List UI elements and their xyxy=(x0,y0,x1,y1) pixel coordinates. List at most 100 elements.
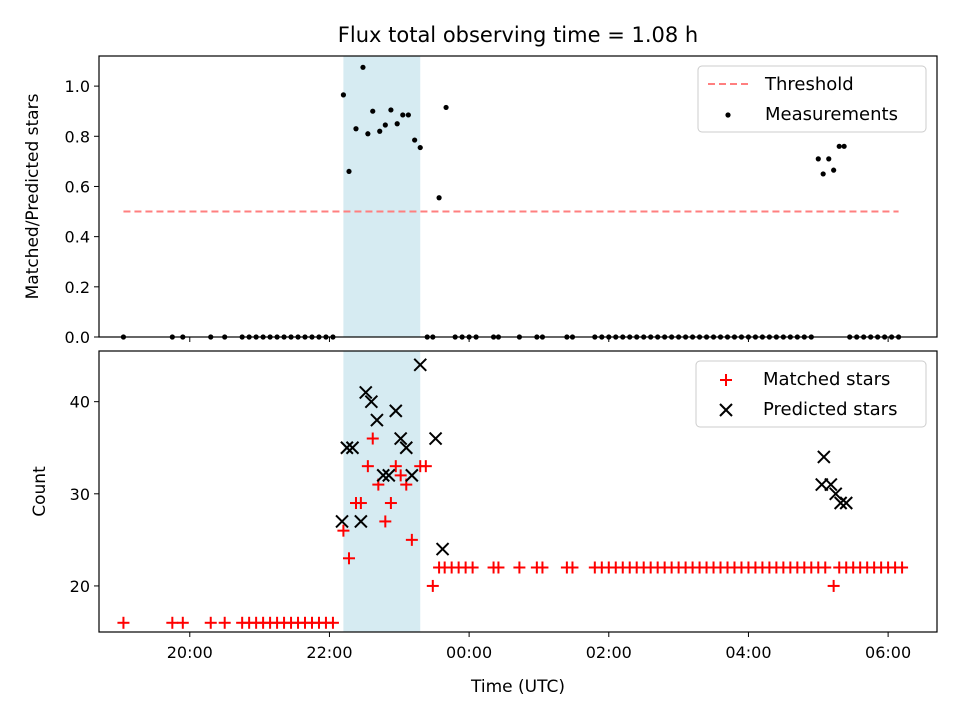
measurement-point xyxy=(365,131,371,137)
bottom-panel: 20 30 40 20:00 22:00 00:00 02:00 04:00 06:00 Co… xyxy=(30,350,938,697)
matched-star-marker xyxy=(819,561,832,574)
predicted-star-marker-b xyxy=(382,468,396,483)
predicted-star-marker-b xyxy=(399,441,413,455)
predicted-star-marker xyxy=(359,385,373,400)
predicted-star-marker xyxy=(340,441,354,455)
matched-star-marker xyxy=(419,460,432,473)
predicted-star-marker xyxy=(393,431,408,446)
measurement-point xyxy=(405,112,411,118)
matched-star-marker xyxy=(354,497,367,510)
measurement-point xyxy=(417,144,423,151)
legend-matched-swatch xyxy=(720,374,732,386)
measurement-point xyxy=(831,167,837,173)
measurement-point xyxy=(353,126,359,132)
predicted-star-marker-b xyxy=(839,496,853,510)
predicted-star-marker-b xyxy=(335,514,349,529)
matched-stars-points xyxy=(117,432,909,629)
predicted-star-marker xyxy=(817,450,831,464)
bottom-axes-frame xyxy=(98,350,938,633)
top-axes-frame xyxy=(98,55,938,338)
matched-star-marker xyxy=(389,460,402,473)
matched-star-marker xyxy=(218,616,231,629)
legend-threshold-label: Threshold xyxy=(764,74,854,95)
measurement-point xyxy=(436,195,442,201)
predicted-star-marker xyxy=(824,477,838,492)
matched-star-marker xyxy=(326,616,339,629)
predicted-star-marker-b xyxy=(393,431,408,446)
predicted-star-marker-b xyxy=(359,385,373,400)
matched-star-marker xyxy=(117,616,130,629)
matched-star-marker xyxy=(337,524,350,537)
legend-matched-label: Matched stars xyxy=(763,369,890,390)
predicted-star-marker-b xyxy=(376,468,390,483)
x-axis-label: Time (UTC) xyxy=(470,677,565,697)
measurement-point xyxy=(340,92,347,98)
matched-star-marker xyxy=(366,432,379,445)
predicted-star-marker xyxy=(839,496,853,510)
matched-star-marker xyxy=(176,616,189,629)
bottom-x-tick-label: 22:00 xyxy=(306,643,352,662)
matched-star-marker xyxy=(827,579,840,592)
bottom-x-tick-label: 20:00 xyxy=(167,643,213,662)
predicted-star-marker-b xyxy=(824,477,838,492)
predicted-star-marker-b xyxy=(817,450,831,464)
predicted-star-marker xyxy=(345,441,360,455)
predicted-star-marker-b xyxy=(354,514,368,529)
measurement-point xyxy=(841,143,847,149)
top-legend-box xyxy=(697,65,927,133)
measurement-point xyxy=(443,104,449,111)
top-y-axis-label: Matched/Predicted stars xyxy=(23,93,43,299)
predicted-star-marker xyxy=(370,413,384,427)
predicted-star-marker-b xyxy=(370,413,384,427)
bottom-y-axis: 20 30 40 xyxy=(70,393,99,596)
predicted-star-marker-b xyxy=(428,431,443,446)
predicted-star-marker xyxy=(335,514,349,529)
bottom-legend: Matched stars Predicted stars xyxy=(695,360,927,428)
measurement-point xyxy=(377,128,383,134)
top-panel: 0.0 0.2 0.4 0.6 0.8 1.0 Matched/Predicted sta… xyxy=(23,55,938,347)
predicted-star-marker-b xyxy=(435,542,450,556)
predicted-star-marker xyxy=(413,358,427,372)
predicted-star-marker-b xyxy=(345,441,360,455)
matched-star-marker xyxy=(166,616,179,629)
legend-measurements-label: Measurements xyxy=(765,104,898,125)
matched-star-marker xyxy=(896,561,909,574)
predicted-star-marker-b xyxy=(340,441,354,455)
predicted-star-marker xyxy=(833,496,848,510)
top-y-tick-label: 0.0 xyxy=(65,328,90,347)
top-y-tick-label: 0.2 xyxy=(65,278,90,297)
measurement-point xyxy=(826,156,832,162)
measurement-point xyxy=(388,107,394,113)
predicted-star-marker xyxy=(354,514,368,529)
matched-star-marker xyxy=(513,561,526,574)
bottom-y-tick-label: 30 xyxy=(70,485,90,504)
predicted-star-marker-b xyxy=(405,468,419,483)
predicted-star-marker xyxy=(376,468,390,483)
matched-star-marker xyxy=(566,561,579,574)
measurement-point xyxy=(820,171,826,177)
bottom-y-tick-label: 20 xyxy=(70,577,90,596)
bottom-x-axis: 20:00 22:00 00:00 02:00 04:00 06:00 xyxy=(167,632,911,662)
legend-predicted-swatch xyxy=(719,403,733,417)
matched-star-marker xyxy=(361,460,374,473)
bottom-x-tick-label: 02:00 xyxy=(586,643,632,662)
measurement-point xyxy=(382,122,388,128)
measurement-point xyxy=(370,108,376,114)
predicted-star-marker-b xyxy=(829,487,843,501)
measurement-point xyxy=(400,112,406,118)
bottom-y-axis-label: Count xyxy=(30,466,50,517)
top-y-tick-label: 0.8 xyxy=(65,127,90,146)
top-legend: Threshold Measurements xyxy=(697,65,927,133)
legend-predicted-label: Predicted stars xyxy=(763,399,897,420)
matched-star-marker xyxy=(394,469,407,482)
predicted-star-marker-b xyxy=(364,394,379,409)
legend-measurements-swatch xyxy=(725,112,731,118)
measurement-point xyxy=(412,137,418,143)
top-y-tick-label: 1.0 xyxy=(65,77,90,96)
measurement-point xyxy=(836,143,842,149)
predicted-star-marker xyxy=(435,542,450,556)
top-x-ticks xyxy=(189,337,889,342)
bottom-x-tick-label: 06:00 xyxy=(865,643,911,662)
matched-star-marker xyxy=(379,515,392,528)
